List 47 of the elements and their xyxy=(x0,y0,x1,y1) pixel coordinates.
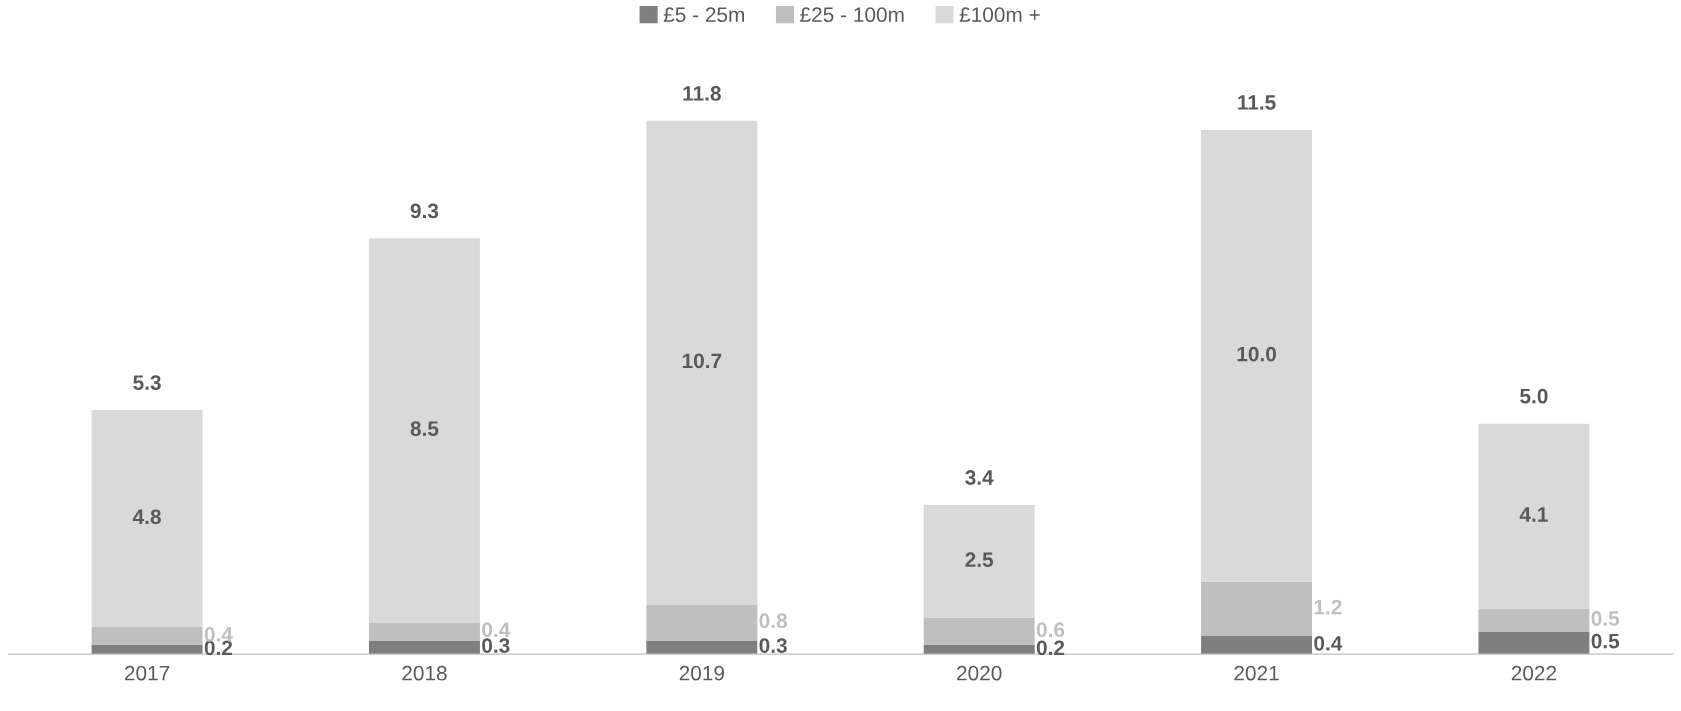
data-label: 0.6 xyxy=(1036,622,1065,638)
data-label: 4.8 xyxy=(132,509,161,525)
bar xyxy=(91,410,203,628)
bar xyxy=(923,504,1035,618)
x-tick-label: 2022 xyxy=(1511,665,1557,681)
bar xyxy=(1478,423,1590,609)
legend-label: £100m + xyxy=(959,7,1040,23)
data-label: 0.3 xyxy=(482,638,510,653)
data-label: 0.5 xyxy=(1591,611,1620,626)
total-label: 3.4 xyxy=(965,470,994,485)
data-label: 0.4 xyxy=(482,622,511,638)
x-tick-label: 2017 xyxy=(124,665,170,681)
bar xyxy=(646,604,758,641)
bar xyxy=(368,238,480,623)
bar xyxy=(1201,581,1313,637)
total-label: 5.3 xyxy=(133,375,161,390)
data-label: 10.0 xyxy=(1237,346,1276,362)
legend-label: £25 - 100m xyxy=(800,7,904,23)
total-label: 11.8 xyxy=(683,86,721,101)
x-tick-label: 2019 xyxy=(679,665,725,681)
bar xyxy=(91,627,203,646)
bar xyxy=(1201,129,1313,582)
x-tick-label: 2021 xyxy=(1234,665,1279,681)
data-label: 0.2 xyxy=(1036,640,1065,656)
data-label: 4.1 xyxy=(1519,507,1548,522)
data-label: 0.3 xyxy=(759,638,787,653)
bar xyxy=(368,622,480,641)
data-label: 0.4 xyxy=(204,626,233,642)
data-label: 0.2 xyxy=(204,640,233,656)
legend-label: £5 - 25m xyxy=(663,7,745,23)
data-label: 2.5 xyxy=(965,552,994,568)
data-label: 1.2 xyxy=(1314,599,1342,615)
bar xyxy=(1478,608,1590,632)
data-label: 10.7 xyxy=(682,353,722,369)
data-label: 0.5 xyxy=(1591,633,1620,649)
data-label: 0.8 xyxy=(759,613,787,629)
total-label: 5.0 xyxy=(1520,388,1548,404)
data-label: 8.5 xyxy=(410,421,439,437)
bar xyxy=(923,617,1035,646)
data-label: 0.4 xyxy=(1314,635,1343,651)
bar xyxy=(1201,636,1313,655)
x-tick-label: 2018 xyxy=(402,665,447,681)
x-tick-label: 2020 xyxy=(957,665,1002,681)
bar xyxy=(1478,631,1590,655)
total-label: 11.5 xyxy=(1238,95,1276,110)
bar xyxy=(646,120,758,605)
total-label: 9.3 xyxy=(410,203,439,219)
